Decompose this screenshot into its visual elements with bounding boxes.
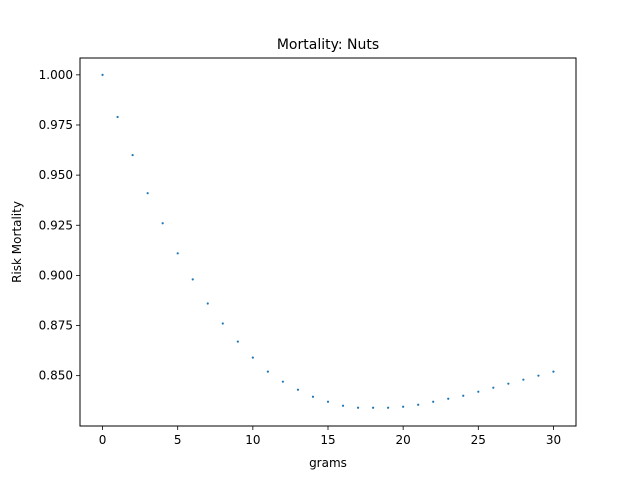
data-point — [552, 370, 555, 373]
x-tick-label: 30 — [546, 433, 561, 447]
data-point — [266, 370, 269, 373]
y-tick-label: 0.850 — [39, 369, 73, 383]
data-point — [206, 302, 209, 305]
data-point — [537, 374, 540, 377]
data-point — [191, 278, 194, 281]
y-tick-label: 0.950 — [39, 168, 73, 182]
y-tick-label: 0.875 — [39, 319, 73, 333]
data-point — [522, 378, 525, 381]
data-point — [101, 73, 104, 76]
x-tick-label: 20 — [396, 433, 411, 447]
x-axis-label: grams — [309, 456, 347, 470]
x-tick-label: 5 — [174, 433, 182, 447]
data-point — [492, 386, 495, 389]
y-axis-label: Risk Mortality — [10, 201, 24, 283]
data-point — [131, 153, 134, 157]
data-point — [116, 115, 119, 119]
x-tick-label: 15 — [320, 433, 335, 447]
data-point — [161, 222, 164, 225]
data-point — [477, 390, 480, 393]
y-tick-label: 0.900 — [39, 268, 73, 282]
data-point — [432, 400, 435, 403]
data-point — [311, 395, 315, 398]
data-point — [417, 403, 420, 406]
data-point — [447, 397, 450, 400]
y-tick-label: 0.925 — [39, 218, 73, 232]
y-tick-label: 0.975 — [39, 118, 73, 132]
data-point — [387, 406, 390, 409]
x-tick-label: 0 — [99, 433, 107, 447]
data-point — [296, 388, 300, 391]
y-tick-label: 1.000 — [39, 68, 73, 82]
data-point — [176, 252, 179, 255]
x-tick-label: 25 — [471, 433, 486, 447]
data-point — [462, 394, 465, 397]
chart-title: Mortality: Nuts — [277, 37, 379, 53]
data-point — [356, 406, 360, 409]
data-point — [402, 405, 405, 408]
data-point — [326, 400, 330, 403]
data-point — [371, 406, 375, 409]
data-point — [507, 382, 510, 385]
data-point — [221, 322, 224, 325]
data-point — [251, 356, 254, 359]
data-point — [236, 340, 239, 343]
plot-area — [101, 73, 555, 409]
data-point — [341, 404, 345, 407]
x-tick-label: 10 — [245, 433, 260, 447]
data-point — [281, 380, 285, 383]
data-point — [146, 192, 149, 195]
